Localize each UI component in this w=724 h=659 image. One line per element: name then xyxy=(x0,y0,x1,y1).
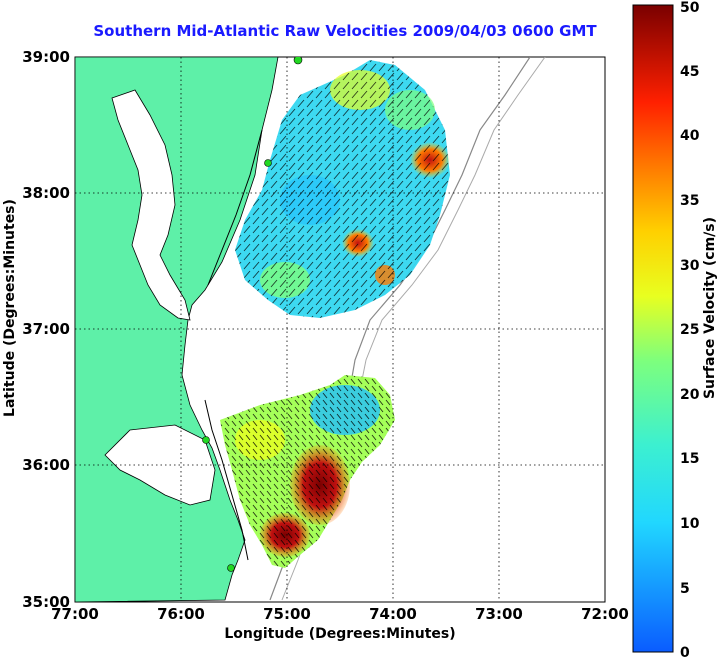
y-axis: 39:00 38:00 37:00 36:00 35:00 xyxy=(22,48,70,611)
y-tick-label: 39:00 xyxy=(22,48,70,66)
colorbar-tick-label: 10 xyxy=(680,516,700,532)
radar-station-marker xyxy=(293,57,303,65)
colorbar-ticks: 0 5 10 15 20 25 30 35 40 45 50 xyxy=(680,0,700,659)
x-axis: 77:00 76:00 75:00 74:00 73:00 72:00 xyxy=(51,605,629,623)
y-tick-label: 37:00 xyxy=(22,320,70,338)
colorbar xyxy=(632,4,674,653)
radar-station-marker xyxy=(227,564,235,572)
colorbar-tick-label: 15 xyxy=(680,451,699,467)
colorbar-tick-label: 20 xyxy=(680,387,700,403)
x-tick-label: 77:00 xyxy=(51,605,99,623)
sound-water xyxy=(104,424,216,506)
colorbar-tick-label: 40 xyxy=(680,128,700,144)
bay-water xyxy=(111,89,191,321)
radar-station-marker xyxy=(264,159,272,167)
colorbar-label: Surface Velocity (cm/s) xyxy=(702,216,718,400)
colorbar-tick-label: 35 xyxy=(680,193,699,209)
y-tick-label: 38:00 xyxy=(22,184,70,202)
colorbar-tick-label: 5 xyxy=(680,581,690,597)
plot-title: Southern Mid-Atlantic Raw Velocities 200… xyxy=(93,22,597,40)
colorbar-tick-label: 50 xyxy=(680,0,700,16)
colorbar-tick-label: 0 xyxy=(680,645,690,659)
radar-station-marker xyxy=(202,436,210,444)
y-tick-label: 35:00 xyxy=(22,593,70,611)
colorbar-tick-label: 25 xyxy=(680,322,699,338)
x-tick-label: 74:00 xyxy=(369,605,417,623)
x-tick-label: 72:00 xyxy=(581,605,629,623)
colorbar-tick-label: 30 xyxy=(680,258,700,274)
x-tick-label: 75:00 xyxy=(263,605,311,623)
colorbar-tick-label: 45 xyxy=(680,64,699,80)
y-axis-label: Latitude (Degrees:Minutes) xyxy=(2,199,18,417)
y-tick-label: 36:00 xyxy=(22,456,70,474)
x-tick-label: 76:00 xyxy=(157,605,205,623)
x-axis-label: Longitude (Degrees:Minutes) xyxy=(224,626,456,642)
barrier-islands xyxy=(204,129,263,561)
grid-lines xyxy=(75,57,605,602)
x-tick-label: 73:00 xyxy=(475,605,523,623)
